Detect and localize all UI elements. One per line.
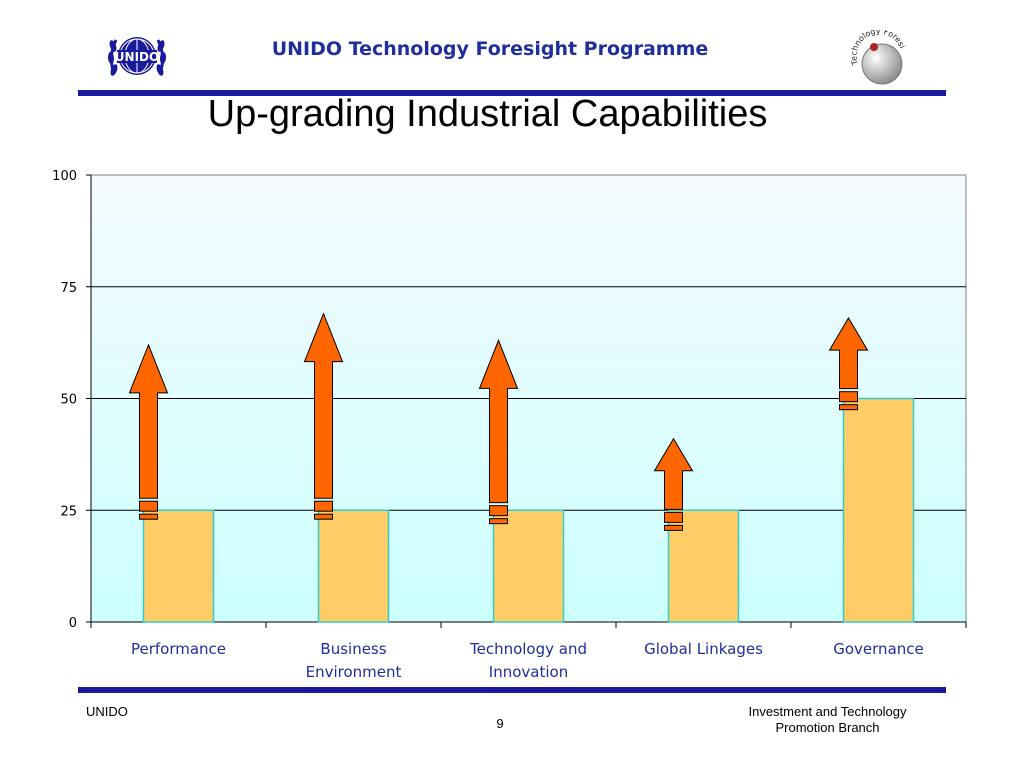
- footer-branch-line-1: Investment and Technology: [748, 704, 907, 719]
- bar: [317, 509, 390, 623]
- category-label: Global Linkages: [644, 640, 763, 658]
- y-tick-label: 50: [60, 393, 77, 408]
- arrow-segment: [489, 505, 508, 517]
- category-label: Business: [320, 640, 386, 658]
- category-label: Environment: [306, 663, 402, 681]
- y-tick-label: 100: [52, 169, 77, 184]
- technology-foresight-logo: Technology Foresight: [847, 23, 910, 88]
- bar: [142, 509, 215, 623]
- arrow-body: [303, 312, 344, 499]
- arrow-segment: [139, 500, 158, 512]
- category-label: Performance: [131, 640, 226, 658]
- arrow-segment: [839, 404, 858, 411]
- unido-logo-text: UNIDO: [115, 50, 159, 64]
- arrow-body: [478, 339, 519, 504]
- arrow-body: [653, 437, 694, 510]
- bar: [492, 509, 565, 623]
- arrow-body: [828, 317, 869, 390]
- y-tick-label: 0: [69, 616, 77, 631]
- header-title: UNIDO Technology Foresight Programme: [271, 38, 709, 60]
- y-tick-label: 75: [60, 281, 77, 296]
- category-label: Technology and: [469, 640, 587, 658]
- page-number: 9: [496, 716, 504, 731]
- arrow-segment: [139, 513, 158, 520]
- upgrade-arrow: [478, 339, 519, 525]
- y-tick-label: 25: [60, 504, 77, 519]
- arrow-segment: [664, 524, 683, 531]
- arrow-segment: [664, 511, 683, 523]
- upgrade-arrow: [828, 317, 869, 411]
- arrow-segment: [489, 518, 508, 525]
- upgrade-arrow: [653, 437, 694, 531]
- category-label: Governance: [833, 640, 924, 658]
- chart: 0 25 50 75 100 Performance Business Environmen…: [52, 169, 967, 681]
- arrow-body: [128, 343, 169, 499]
- upgrade-arrow: [128, 343, 169, 520]
- category-label: Innovation: [489, 663, 568, 681]
- upgrade-arrow: [303, 312, 344, 520]
- slide-title: Up-grading Industrial Capabilities: [207, 93, 768, 135]
- arrow-segment: [314, 513, 333, 520]
- footer-branch: Investment and Technology Promotion Bran…: [720, 704, 935, 736]
- footer-rule: [78, 687, 946, 693]
- footer-branch-line-2: Promotion Branch: [775, 720, 880, 735]
- arrow-segment: [839, 391, 858, 403]
- unido-logo: UNIDO: [104, 26, 170, 88]
- footer-org: UNIDO: [86, 704, 128, 719]
- bar: [842, 397, 915, 623]
- header-rule: [78, 90, 946, 96]
- arrow-segment: [314, 500, 333, 512]
